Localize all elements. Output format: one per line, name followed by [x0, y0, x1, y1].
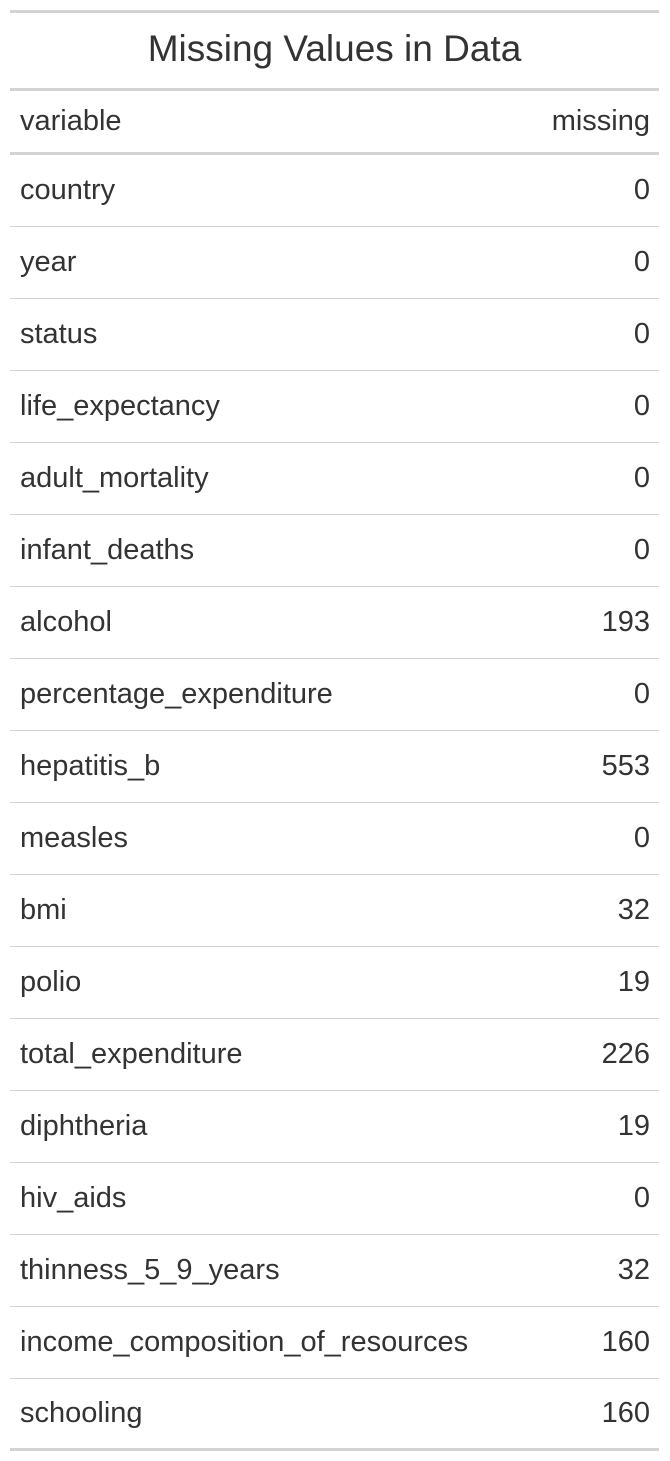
- cell-missing: 160: [601, 1397, 650, 1429]
- cell-missing: 0: [633, 246, 650, 278]
- cell-variable: schooling: [20, 1397, 143, 1429]
- cell-missing: 19: [617, 1110, 650, 1142]
- cell-variable: hiv_aids: [20, 1182, 127, 1214]
- table-row: bmi 32: [10, 875, 659, 947]
- cell-missing: 553: [601, 750, 650, 782]
- cell-variable: alcohol: [20, 606, 112, 638]
- column-header-variable: variable: [20, 105, 122, 137]
- cell-missing: 0: [633, 462, 650, 494]
- cell-missing: 0: [633, 390, 650, 422]
- table-row: alcohol 193: [10, 587, 659, 659]
- cell-missing: 19: [617, 966, 650, 998]
- cell-variable: diphtheria: [20, 1110, 148, 1142]
- cell-missing: 0: [633, 1182, 650, 1214]
- cell-variable: life_expectancy: [20, 390, 220, 422]
- table-row: polio 19: [10, 947, 659, 1019]
- cell-variable: bmi: [20, 894, 67, 926]
- cell-missing: 32: [617, 1254, 650, 1286]
- cell-variable: status: [20, 318, 98, 350]
- table-row: total_expenditure 226: [10, 1019, 659, 1091]
- cell-variable: adult_mortality: [20, 462, 209, 494]
- table-row: life_expectancy 0: [10, 371, 659, 443]
- cell-variable: measles: [20, 822, 128, 854]
- table-row: income_composition_of_resources 160: [10, 1307, 659, 1379]
- top-rule: [10, 10, 659, 13]
- table-title: Missing Values in Data: [10, 13, 659, 91]
- table-row: status 0: [10, 299, 659, 371]
- table-row: country 0: [10, 155, 659, 227]
- cell-variable: country: [20, 174, 116, 206]
- cell-variable: thinness_5_9_years: [20, 1254, 280, 1286]
- cell-variable: polio: [20, 966, 82, 998]
- cell-variable: hepatitis_b: [20, 750, 161, 782]
- cell-missing: 160: [601, 1326, 650, 1358]
- table-row: thinness_5_9_years 32: [10, 1235, 659, 1307]
- cell-variable: total_expenditure: [20, 1038, 243, 1070]
- cell-missing: 32: [617, 894, 650, 926]
- table-row: measles 0: [10, 803, 659, 875]
- cell-variable: percentage_expenditure: [20, 678, 333, 710]
- table-row: year 0: [10, 227, 659, 299]
- cell-missing: 193: [601, 606, 650, 638]
- table-row: diphtheria 19: [10, 1091, 659, 1163]
- table-header-row: variable missing: [10, 91, 659, 155]
- table-row: hiv_aids 0: [10, 1163, 659, 1235]
- missing-values-table: Missing Values in Data variable missing …: [10, 10, 659, 1451]
- cell-missing: 0: [633, 318, 650, 350]
- cell-missing: 0: [633, 534, 650, 566]
- column-header-missing: missing: [551, 105, 650, 137]
- table-row: schooling 160: [10, 1379, 659, 1451]
- cell-missing: 0: [633, 174, 650, 206]
- cell-missing: 0: [633, 822, 650, 854]
- cell-variable: year: [20, 246, 77, 278]
- cell-missing: 226: [601, 1038, 650, 1070]
- table-row: hepatitis_b 553: [10, 731, 659, 803]
- cell-variable: income_composition_of_resources: [20, 1326, 469, 1358]
- table-row: adult_mortality 0: [10, 443, 659, 515]
- table-body: country 0 year 0 status 0 life_expectancy 0 adul…: [10, 155, 659, 1451]
- table-row: infant_deaths 0: [10, 515, 659, 587]
- table-row: percentage_expenditure 0: [10, 659, 659, 731]
- cell-variable: infant_deaths: [20, 534, 195, 566]
- cell-missing: 0: [633, 678, 650, 710]
